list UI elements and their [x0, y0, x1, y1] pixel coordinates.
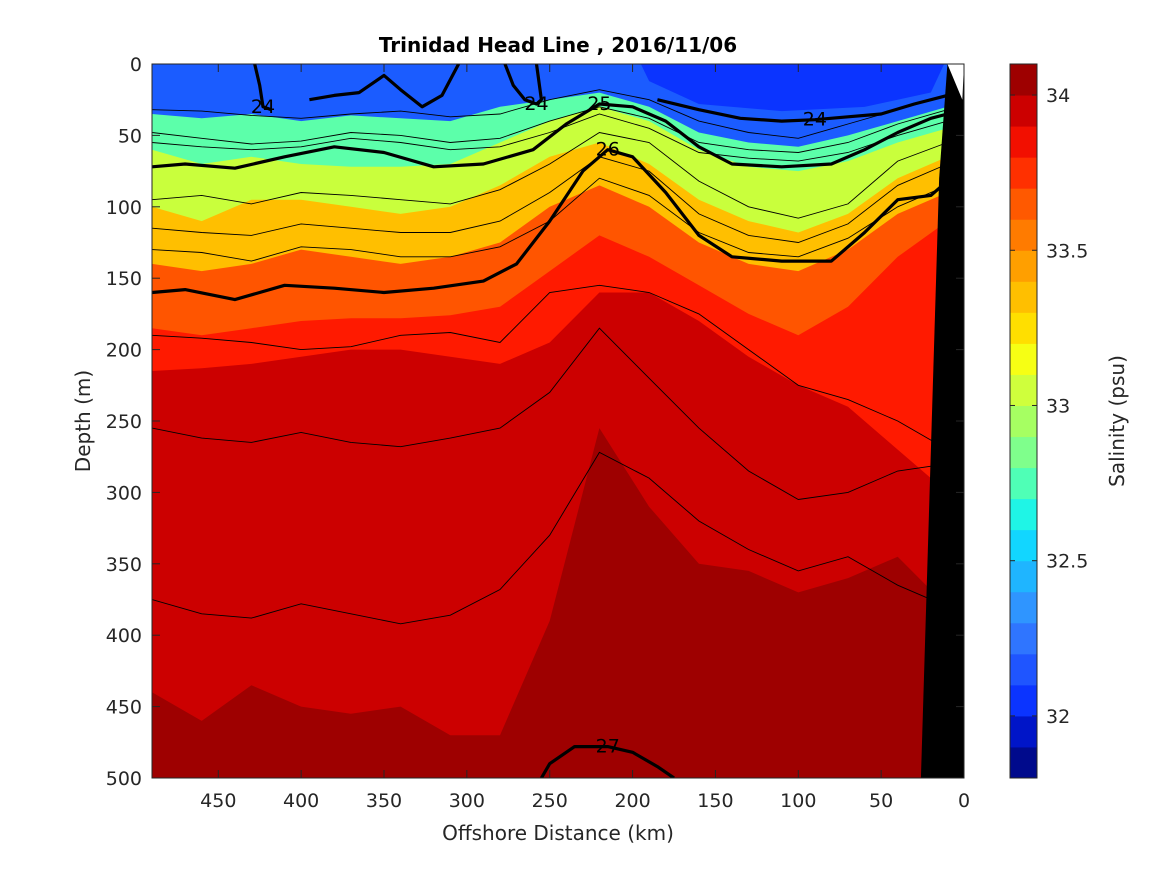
- colorbar-frame: [1009, 63, 1038, 779]
- density-contour-line: [657, 93, 948, 123]
- contour-label: 24: [803, 109, 827, 131]
- colorbar-swatch: [1010, 126, 1037, 158]
- seafloor-mask: [920, 64, 964, 778]
- contour-label: 24: [524, 93, 548, 115]
- y-tick-label: 250: [106, 411, 142, 433]
- salinity-band: [152, 428, 964, 778]
- x-tick-label: 100: [780, 790, 816, 812]
- colorbar-tick-label: 32.5: [1046, 551, 1088, 573]
- thin-contour-line: [152, 106, 948, 153]
- thin-contour-line: [152, 89, 948, 139]
- x-tick-label: 450: [200, 790, 236, 812]
- y-tick-label: 0: [130, 54, 142, 76]
- x-tick-label: 250: [532, 790, 568, 812]
- land-wedge: [947, 64, 964, 100]
- x-tick-label: 0: [958, 790, 970, 812]
- colorbar-swatch: [1010, 498, 1037, 531]
- y-tick-label: 450: [106, 697, 142, 719]
- density-contour-line: [540, 745, 675, 778]
- y-tick-label: 200: [106, 340, 142, 362]
- y-tick-label: 300: [106, 482, 142, 504]
- contour-label: 27: [596, 736, 620, 758]
- colorbar-swatch: [1010, 436, 1037, 469]
- colorbar-swatch: [1010, 219, 1037, 251]
- y-tick-label: 500: [106, 768, 142, 790]
- contour-label: 24: [251, 96, 275, 118]
- colorbar-swatch: [1010, 374, 1037, 406]
- colorbar-swatch: [1010, 715, 1037, 748]
- low-salinity-pocket: [640, 64, 945, 112]
- thin-contour-line: [152, 284, 948, 450]
- colorbar-swatch: [1010, 467, 1037, 500]
- thin-contour-line: [152, 156, 948, 243]
- colorbar-tick-label: 33: [1046, 395, 1070, 417]
- colorbar-swatch: [1010, 312, 1037, 344]
- x-tick-label: 400: [283, 790, 319, 812]
- y-axis: 0 50 100 150 200 250 300 350 400 450 500: [106, 54, 964, 790]
- density-contour-line: [253, 64, 272, 112]
- colorbar-swatch: [1010, 560, 1037, 593]
- y-tick-label: 150: [106, 268, 142, 290]
- thin-contour-line: [152, 113, 948, 162]
- colorbar-label: Salinity (psu): [1105, 355, 1129, 487]
- y-tick-label: 400: [106, 625, 142, 647]
- thin-contours: [152, 89, 948, 625]
- density-contour-line: [152, 102, 948, 170]
- plot-area: [152, 64, 964, 778]
- contour-label: 26: [596, 139, 620, 161]
- salinity-bands: [152, 64, 964, 778]
- colorbar-swatch: [1010, 157, 1037, 189]
- x-tick-label: 200: [614, 790, 650, 812]
- density-contour-line: [503, 64, 543, 106]
- colorbar: 32 32.5 33 33.5 34: [1009, 63, 1088, 779]
- x-tick-label: 300: [449, 790, 485, 812]
- thin-contour-line: [152, 132, 948, 219]
- thin-contour-line: [152, 451, 948, 625]
- y-tick-label: 350: [106, 554, 142, 576]
- chart-title: Trinidad Head Line , 2016/11/06: [379, 33, 737, 57]
- colorbar-tick-label: 34: [1046, 85, 1070, 107]
- colorbar-swatch: [1010, 281, 1037, 313]
- x-axis: 450 400 350 300 250 200 150 100 50 0: [200, 64, 970, 812]
- x-tick-label: 150: [697, 790, 733, 812]
- colorbar-swatch: [1010, 746, 1037, 779]
- contour-labels: 24 24 24 25 26 27: [251, 93, 827, 758]
- colorbar-swatch: [1010, 343, 1037, 375]
- y-tick-label: 50: [118, 125, 142, 147]
- colorbar-tick-label: 32: [1046, 706, 1070, 728]
- colorbar-swatch: [1010, 591, 1037, 624]
- y-axis-label: Depth (m): [71, 370, 95, 472]
- x-tick-label: 350: [366, 790, 402, 812]
- density-contour-line: [152, 148, 949, 302]
- colorbar-swatch: [1010, 684, 1037, 717]
- colorbar-swatch: [1010, 250, 1037, 282]
- x-axis-label: Offshore Distance (km): [442, 821, 674, 845]
- thin-contour-line: [152, 327, 948, 500]
- density-contours: [152, 64, 949, 778]
- colorbar-swatch: [1010, 405, 1037, 438]
- colorbar-tick-label: 33.5: [1046, 240, 1088, 262]
- colorbar-swatch: [1010, 64, 1037, 96]
- contour-label: 25: [587, 93, 611, 115]
- colorbar-swatch: [1010, 622, 1037, 655]
- density-contour-line: [309, 64, 461, 109]
- x-tick-label: 50: [869, 790, 893, 812]
- colorbar-swatch: [1010, 653, 1037, 686]
- colorbar-swatch: [1010, 95, 1037, 127]
- y-tick-label: 100: [106, 197, 142, 219]
- colorbar-swatch: [1010, 188, 1037, 220]
- colorbar-swatch: [1010, 529, 1037, 562]
